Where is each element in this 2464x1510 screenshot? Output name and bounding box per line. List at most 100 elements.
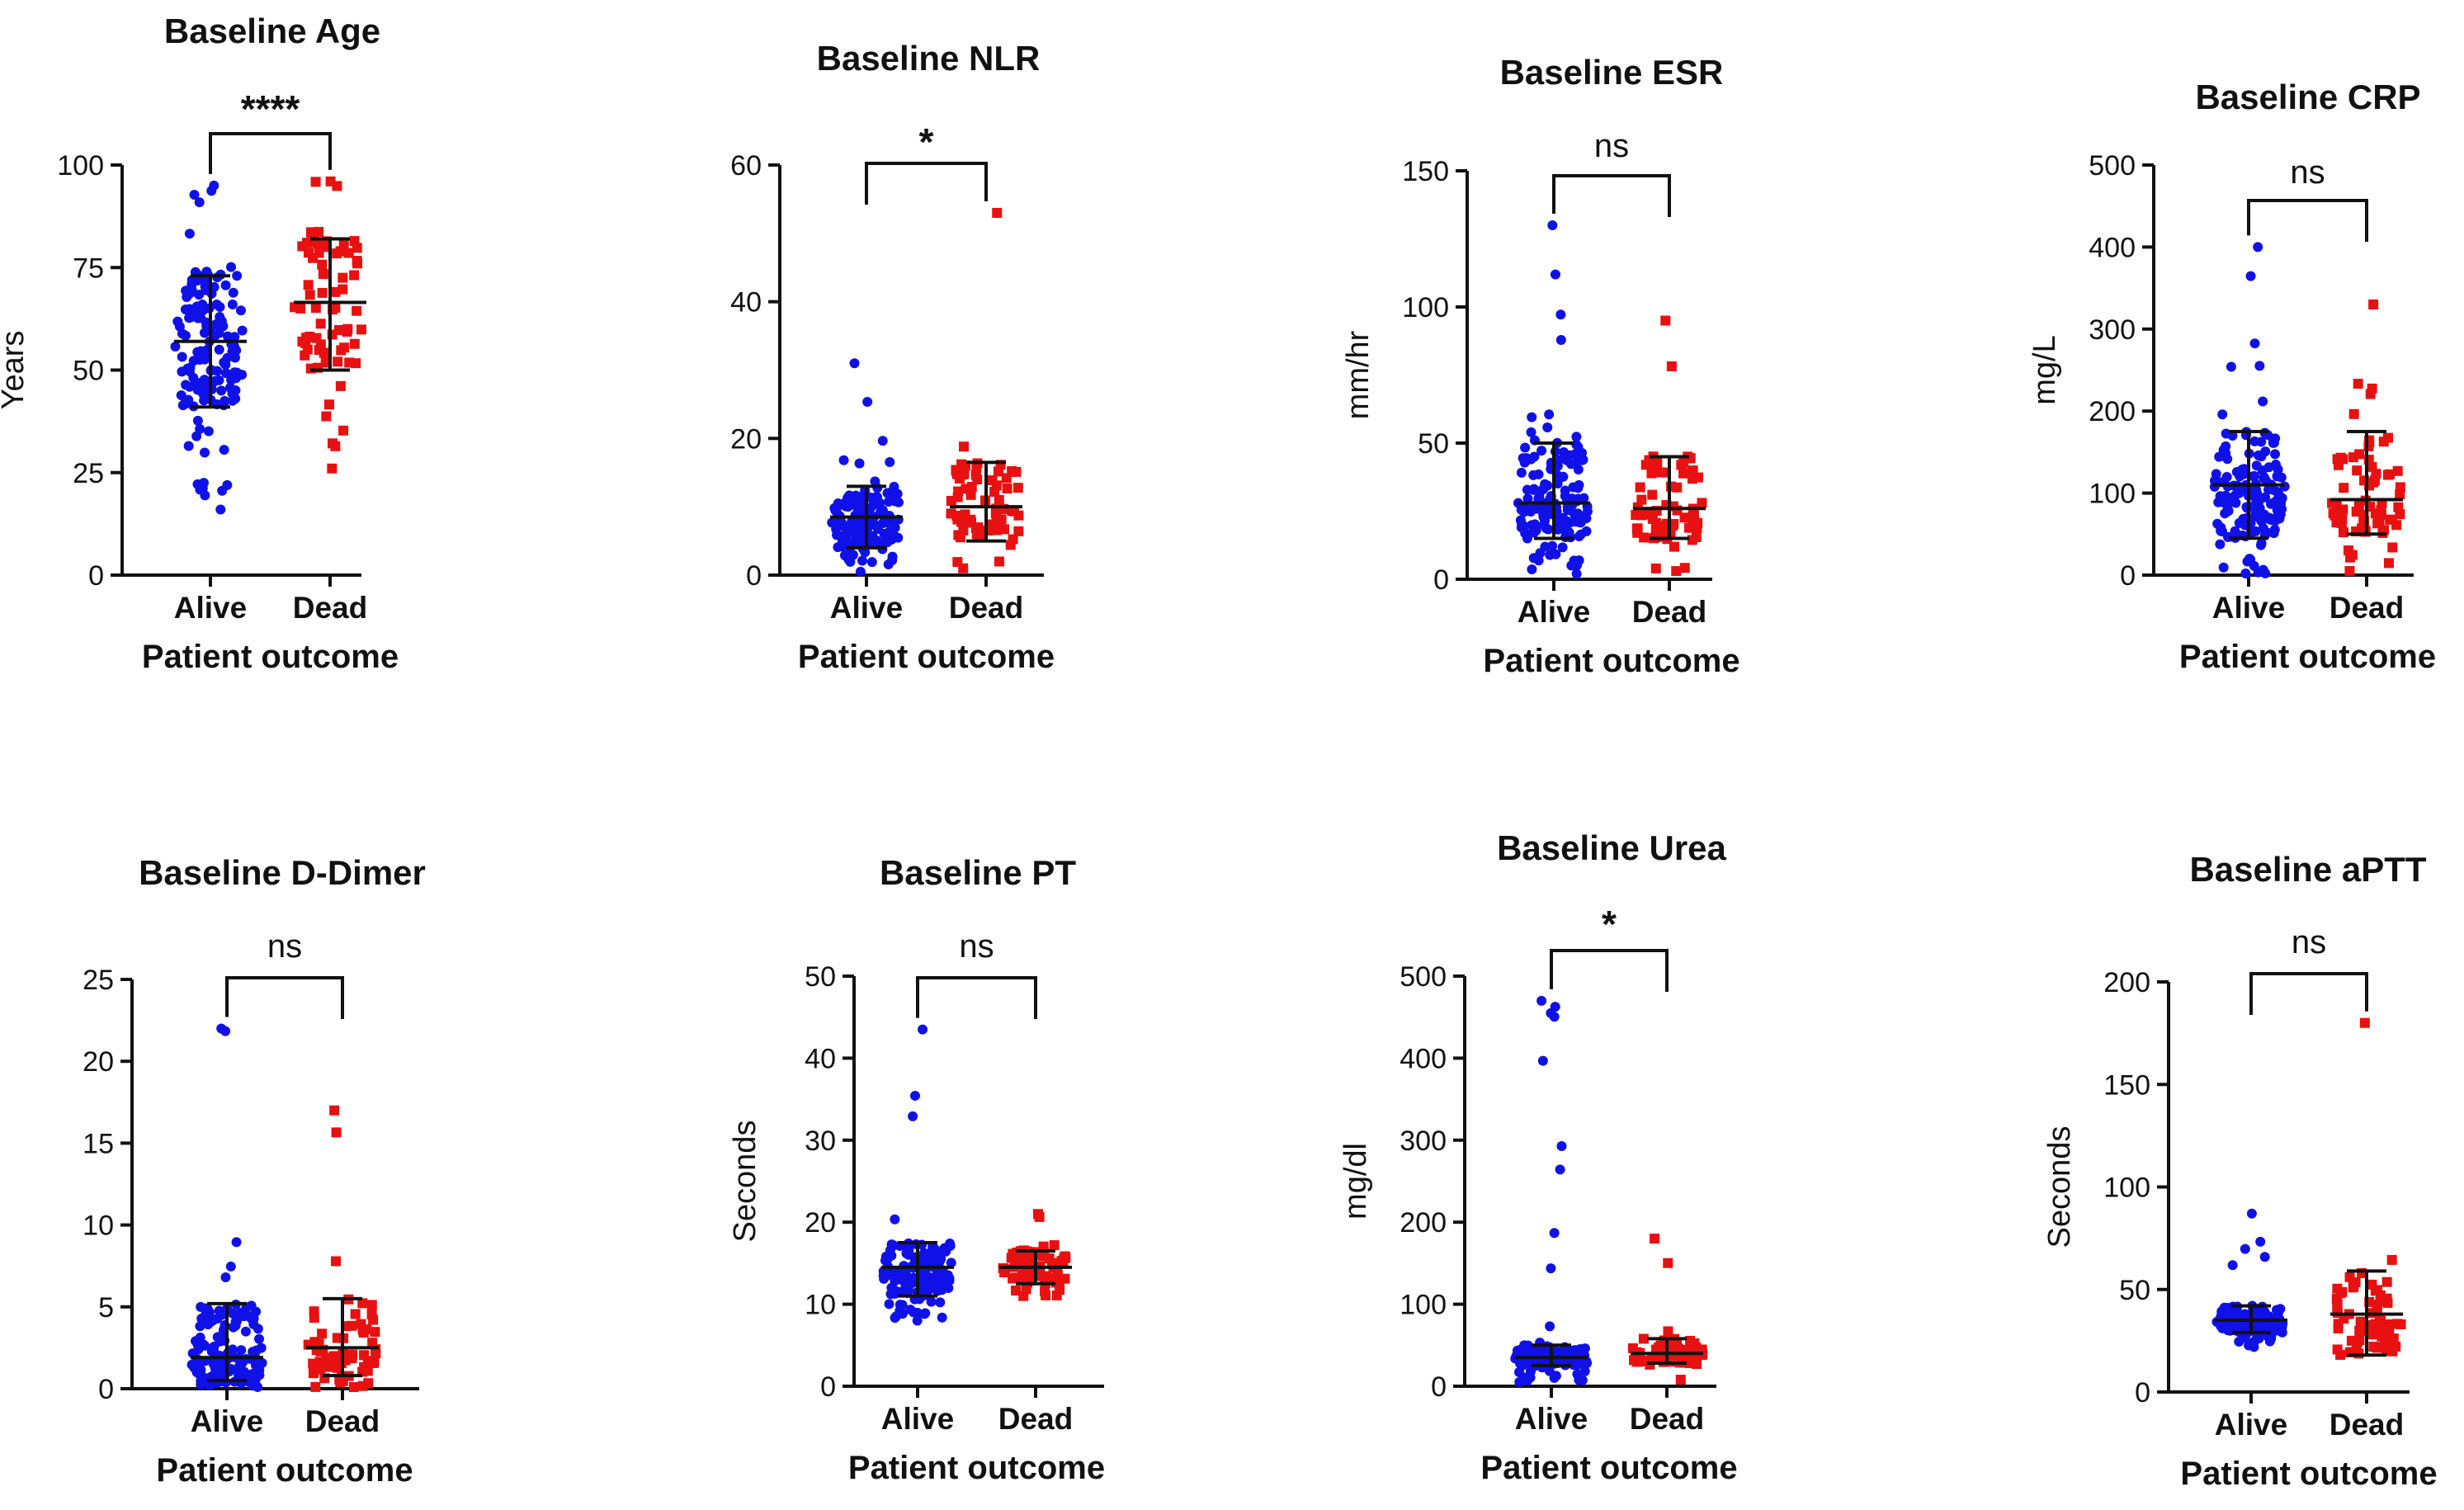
- data-point: [330, 286, 341, 297]
- data-point: [2352, 465, 2363, 476]
- data-point: [2269, 524, 2280, 535]
- data-point: [331, 1127, 342, 1138]
- data-point: [216, 385, 227, 396]
- data-point: [180, 304, 191, 315]
- data-point: [251, 1345, 262, 1356]
- data-point: [973, 529, 984, 540]
- data-point: [912, 1315, 923, 1326]
- data-point: [1516, 467, 1527, 478]
- data-point: [2217, 409, 2228, 420]
- data-point: [186, 312, 196, 323]
- series-dead: [2330, 1017, 2406, 1360]
- data-point: [190, 304, 201, 315]
- data-point: [1542, 422, 1553, 432]
- x-axis-label: Patient outcome: [142, 639, 399, 675]
- chart-panel-1: Baseline Age 0 25 50 75 100 Alive Dead Patient o…: [0, 12, 399, 675]
- data-point: [315, 319, 326, 329]
- data-point: [1034, 1211, 1045, 1222]
- data-point: [369, 1357, 380, 1367]
- y-tick-label: 20: [83, 1046, 114, 1078]
- data-point: [2338, 527, 2348, 538]
- data-point: [314, 248, 324, 258]
- data-point: [951, 510, 962, 521]
- y-tick-label: 0: [98, 1374, 114, 1405]
- data-point: [225, 1261, 236, 1272]
- data-point: [908, 1111, 918, 1121]
- data-point: [194, 290, 205, 300]
- data-point: [1565, 459, 1576, 470]
- data-point: [871, 492, 882, 503]
- y-tick-label: 50: [2119, 1275, 2150, 1306]
- data-point: [2374, 1314, 2385, 1325]
- data-point: [344, 357, 355, 368]
- data-point: [237, 325, 248, 336]
- x-category-label: Alive: [191, 1404, 263, 1438]
- data-point: [220, 280, 231, 290]
- data-point: [887, 555, 898, 566]
- data-point: [2253, 450, 2263, 460]
- y-tick-label: 500: [2089, 150, 2136, 182]
- data-point: [852, 538, 862, 549]
- series-dead: [1627, 1234, 1708, 1385]
- data-point: [192, 415, 203, 426]
- chart-panel-2: Baseline NLR 0 20 40 60 Alive Dead Patient outc…: [730, 39, 1055, 675]
- data-point: [848, 527, 859, 538]
- x-axis-label: Patient outcome: [1480, 1450, 1737, 1486]
- data-point: [333, 324, 344, 335]
- data-point: [946, 1258, 956, 1268]
- data-point: [998, 524, 1009, 535]
- data-point: [1549, 1228, 1560, 1239]
- x-category-label: Dead: [2329, 591, 2404, 625]
- data-point: [2385, 469, 2396, 479]
- data-point: [2355, 1316, 2366, 1327]
- data-point: [1020, 1269, 1031, 1280]
- data-point: [897, 1269, 908, 1280]
- data-point: [2263, 484, 2274, 495]
- data-point: [1517, 518, 1527, 529]
- data-point: [2221, 490, 2231, 501]
- data-point: [1633, 1357, 1644, 1367]
- data-point: [220, 1026, 231, 1036]
- series-dead: [2327, 299, 2405, 577]
- data-point: [1546, 1263, 1556, 1274]
- y-tick-label: 0: [2120, 560, 2136, 592]
- data-point: [2331, 500, 2342, 511]
- data-point: [1533, 469, 1544, 479]
- series-alive: [2211, 1208, 2288, 1352]
- data-point: [926, 1296, 937, 1307]
- data-point: [1659, 467, 1670, 478]
- data-point: [189, 190, 200, 201]
- data-point: [204, 1380, 215, 1390]
- x-axis-label: Patient outcome: [798, 639, 1055, 675]
- data-point: [937, 1312, 947, 1323]
- data-point: [2348, 408, 2359, 419]
- series-dead: [946, 207, 1024, 573]
- data-point: [231, 345, 242, 356]
- data-point: [1568, 482, 1579, 493]
- y-tick-label: 100: [1400, 1290, 1447, 1321]
- data-point: [935, 1297, 946, 1308]
- chart-panel-8: Baseline aPTT 0 50 100 150 200 Alive Dead Patien…: [2042, 850, 2438, 1492]
- data-point: [1676, 460, 1687, 470]
- data-point: [2259, 1252, 2270, 1262]
- significance-label: ns: [1594, 128, 1629, 164]
- data-point: [2245, 1338, 2256, 1348]
- data-point: [2391, 1341, 2401, 1352]
- data-point: [1561, 516, 1572, 526]
- data-point: [994, 494, 1004, 505]
- data-point: [304, 290, 315, 300]
- data-point: [177, 328, 187, 339]
- data-point: [919, 1309, 930, 1319]
- data-point: [2372, 518, 2383, 529]
- data-point: [2249, 436, 2260, 446]
- data-point: [1688, 465, 1698, 476]
- data-point: [2216, 522, 2226, 533]
- significance-label: ****: [241, 87, 300, 130]
- data-point: [2353, 379, 2363, 389]
- data-point: [227, 395, 238, 406]
- data-point: [2270, 449, 2281, 460]
- data-point: [217, 485, 228, 496]
- data-point: [1640, 460, 1651, 470]
- data-point: [1579, 1366, 1590, 1376]
